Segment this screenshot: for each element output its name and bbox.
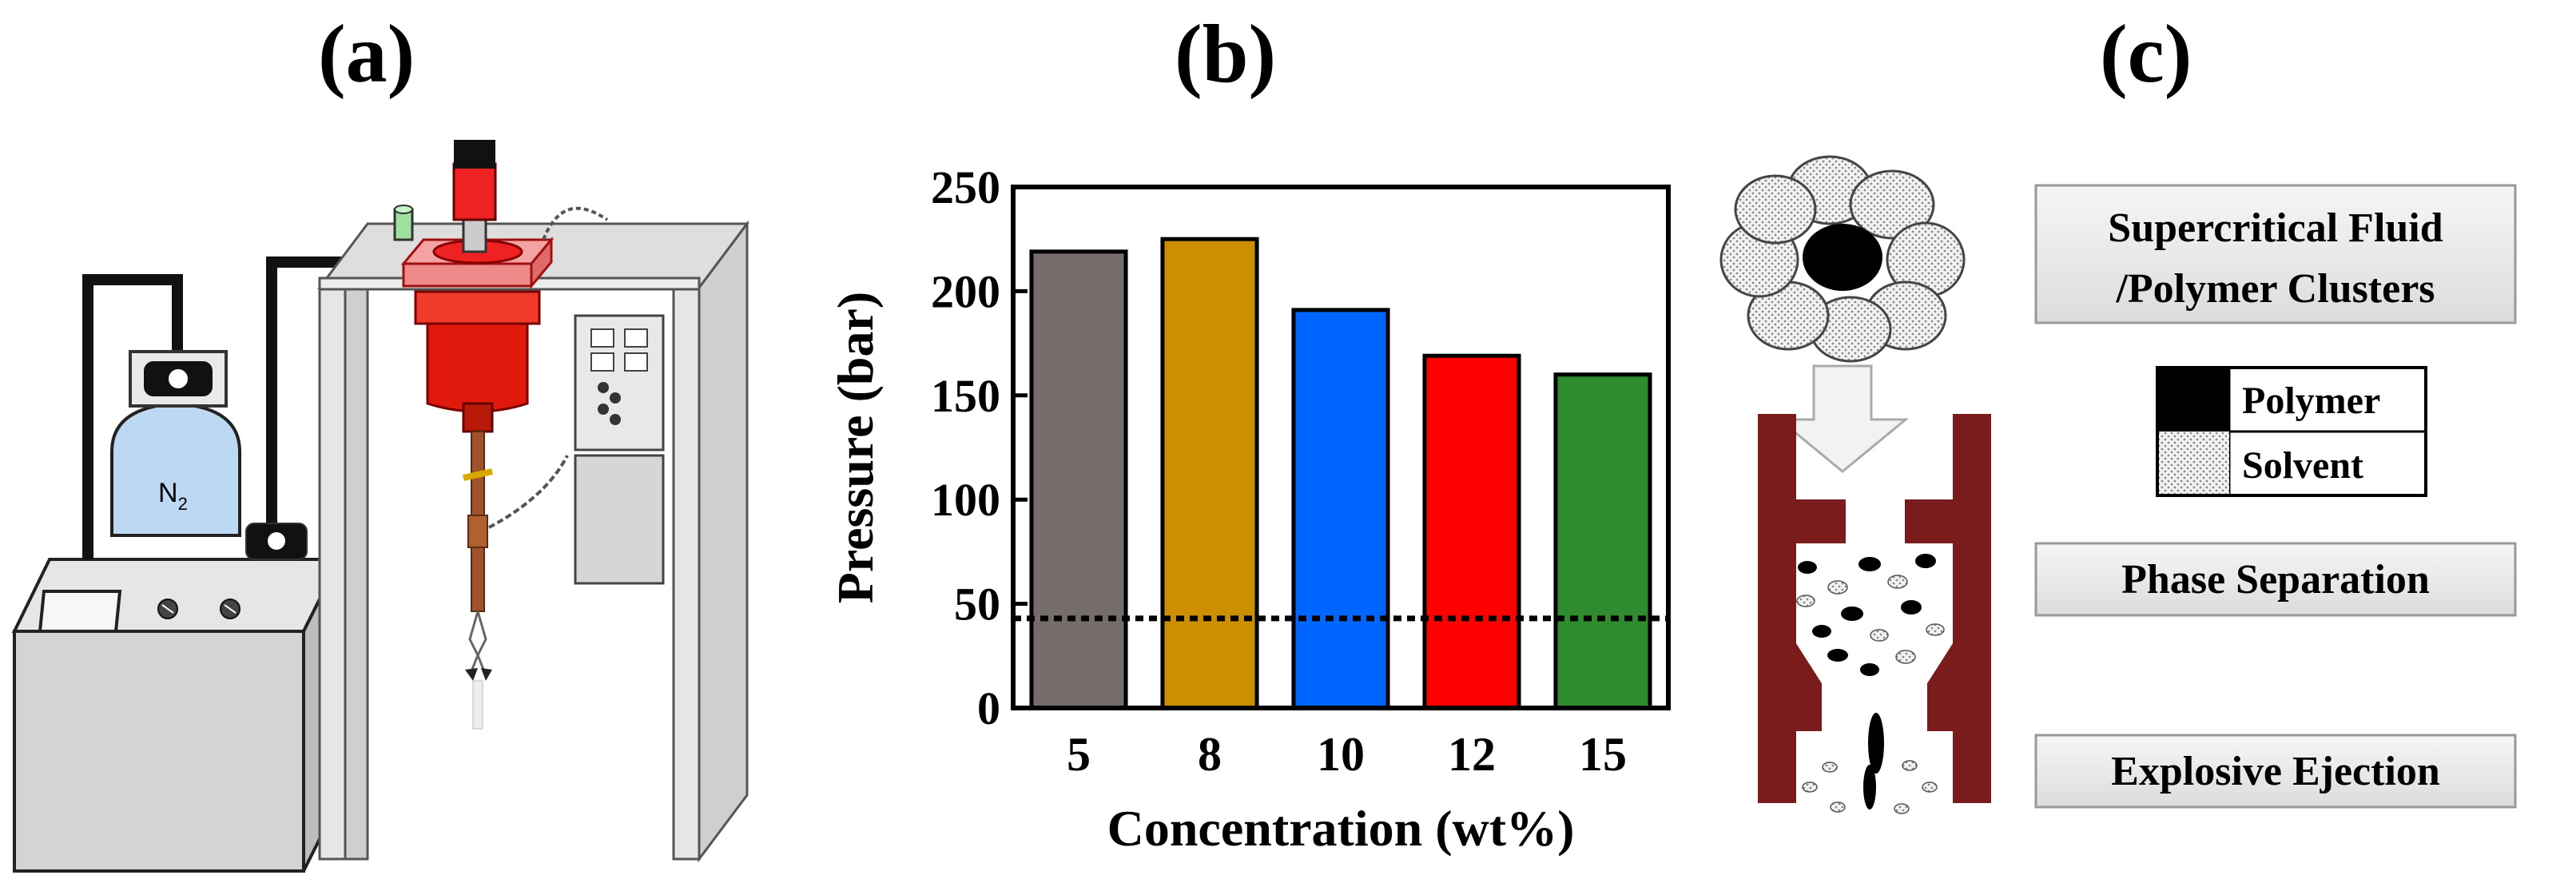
pressure-vessel — [393, 140, 609, 433]
pump-unit — [11, 558, 343, 873]
clusters-label-line2: /Polymer Clusters — [2115, 266, 2435, 312]
clusters-label-line1: Supercritical Fluid — [2108, 205, 2443, 251]
x-tick-label-10: 10 — [1317, 728, 1365, 781]
y-axis-label: Pressure (bar) — [827, 292, 884, 603]
legend-polymer-swatch — [2159, 369, 2229, 432]
bar-5 — [1029, 249, 1128, 710]
pump-knob-1 — [157, 599, 178, 619]
panel-label-c: (c) — [2100, 8, 2192, 100]
ejection-label-box: Explosive Ejection — [2034, 734, 2517, 809]
phase-schematic: Supercritical Fluid /Polymer Clusters Po… — [1719, 155, 2517, 814]
panel-label-a: (a) — [318, 8, 415, 100]
down-arrow — [1775, 364, 1910, 473]
x-tick-label-5: 5 — [1067, 728, 1091, 781]
n2-label: N2 — [158, 478, 188, 514]
phase-label-box: Phase Separation — [2034, 542, 2517, 617]
x-axis-label: Concentration (wt%) — [1107, 800, 1575, 857]
clusters-label-box: Supercritical Fluid /Polymer Clusters — [2034, 184, 2517, 324]
legend-solvent-swatch — [2159, 432, 2229, 494]
bar-8 — [1160, 237, 1259, 710]
n2-cylinder: N2 — [110, 387, 241, 537]
pressure-bar-chart: 0 50 100 150 200 250 5 8 10 12 15 Concentration (… — [827, 161, 1671, 857]
y-tick-label-200: 200 — [931, 265, 1000, 317]
x-tick-label-12: 12 — [1448, 728, 1496, 781]
nozzle-cross-section — [1758, 414, 1991, 814]
x-tick-label-15: 15 — [1579, 728, 1627, 781]
bar-12 — [1422, 353, 1521, 710]
y-tick-label-250: 250 — [931, 161, 1000, 213]
gas-line — [82, 274, 183, 559]
control-panel — [574, 314, 665, 585]
panel-label-b: (b) — [1175, 8, 1277, 100]
pump-display — [38, 590, 122, 633]
phase-separation-label: Phase Separation — [2121, 557, 2430, 603]
legend-polymer-label: Polymer — [2242, 380, 2380, 422]
bar-10 — [1291, 308, 1390, 710]
bar-15 — [1553, 372, 1652, 710]
x-tick-label-8: 8 — [1198, 728, 1222, 781]
explosive-ejection-label: Explosive Ejection — [2111, 749, 2440, 794]
polymer-cluster — [1719, 155, 1966, 363]
y-tick-label-100: 100 — [931, 474, 1000, 526]
nozzle-assembly — [463, 431, 569, 730]
y-tick-label-150: 150 — [931, 370, 1000, 422]
pump-knob-2 — [220, 599, 241, 619]
y-tick-label-0: 0 — [977, 682, 1000, 734]
pressure-gauge-1 — [129, 350, 228, 408]
legend: Polymer Solvent — [2156, 366, 2427, 497]
apparatus-diagram: N2 — [11, 140, 749, 873]
y-tick-label-50: 50 — [954, 579, 1000, 630]
pressure-gauge-2 — [245, 523, 308, 560]
plot-frame — [1011, 185, 1671, 710]
legend-solvent-label: Solvent — [2242, 444, 2363, 487]
